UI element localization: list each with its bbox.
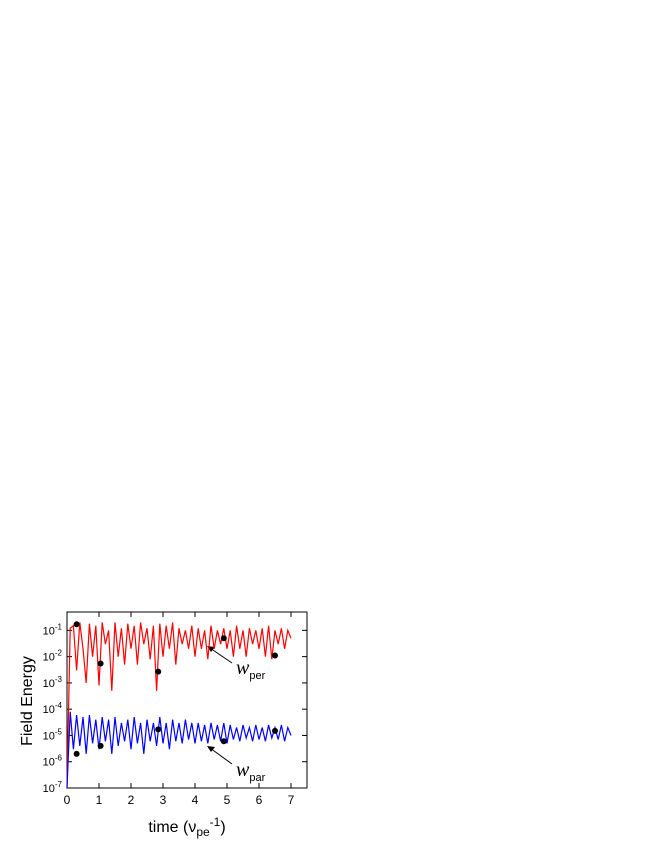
y-tick-label: 10-4 bbox=[43, 701, 63, 716]
marker bbox=[272, 727, 278, 734]
y-tick-label: 10-5 bbox=[43, 727, 63, 742]
x-tick-label: 2 bbox=[128, 793, 135, 807]
x-tick-label: 1 bbox=[96, 793, 103, 807]
y-tick-label: 10-7 bbox=[43, 780, 63, 795]
marker bbox=[97, 742, 104, 749]
marker bbox=[155, 726, 162, 733]
x-tick-label: 4 bbox=[192, 793, 199, 807]
x-tick-label: 6 bbox=[256, 793, 263, 807]
arrow bbox=[209, 647, 233, 664]
arrow bbox=[209, 747, 233, 765]
y-tick-label: 10-3 bbox=[43, 675, 63, 690]
annotation: wpar bbox=[236, 759, 266, 784]
marker bbox=[73, 750, 80, 757]
y-axis-label: Field Energy bbox=[19, 656, 36, 746]
marker bbox=[155, 668, 162, 675]
line bbox=[66, 622, 292, 789]
plot-frame bbox=[66, 611, 308, 789]
x-tick-label: 0 bbox=[64, 793, 71, 807]
x-tick-label: 5 bbox=[224, 793, 231, 807]
annotation: wper bbox=[236, 657, 266, 682]
marker bbox=[73, 621, 80, 628]
line bbox=[66, 711, 292, 789]
arrowhead bbox=[207, 746, 215, 752]
marker bbox=[97, 660, 104, 667]
x-tick-label: 3 bbox=[160, 793, 167, 807]
x-axis-label: time (νpe-1) bbox=[148, 815, 225, 839]
y-tick-label: 10-6 bbox=[43, 754, 63, 769]
marker bbox=[220, 738, 227, 745]
y-tick-label: 10-2 bbox=[43, 649, 63, 664]
x-tick-label: 7 bbox=[288, 793, 295, 807]
marker bbox=[220, 635, 227, 642]
marker bbox=[272, 652, 278, 659]
y-tick-label: 10-1 bbox=[43, 622, 63, 637]
